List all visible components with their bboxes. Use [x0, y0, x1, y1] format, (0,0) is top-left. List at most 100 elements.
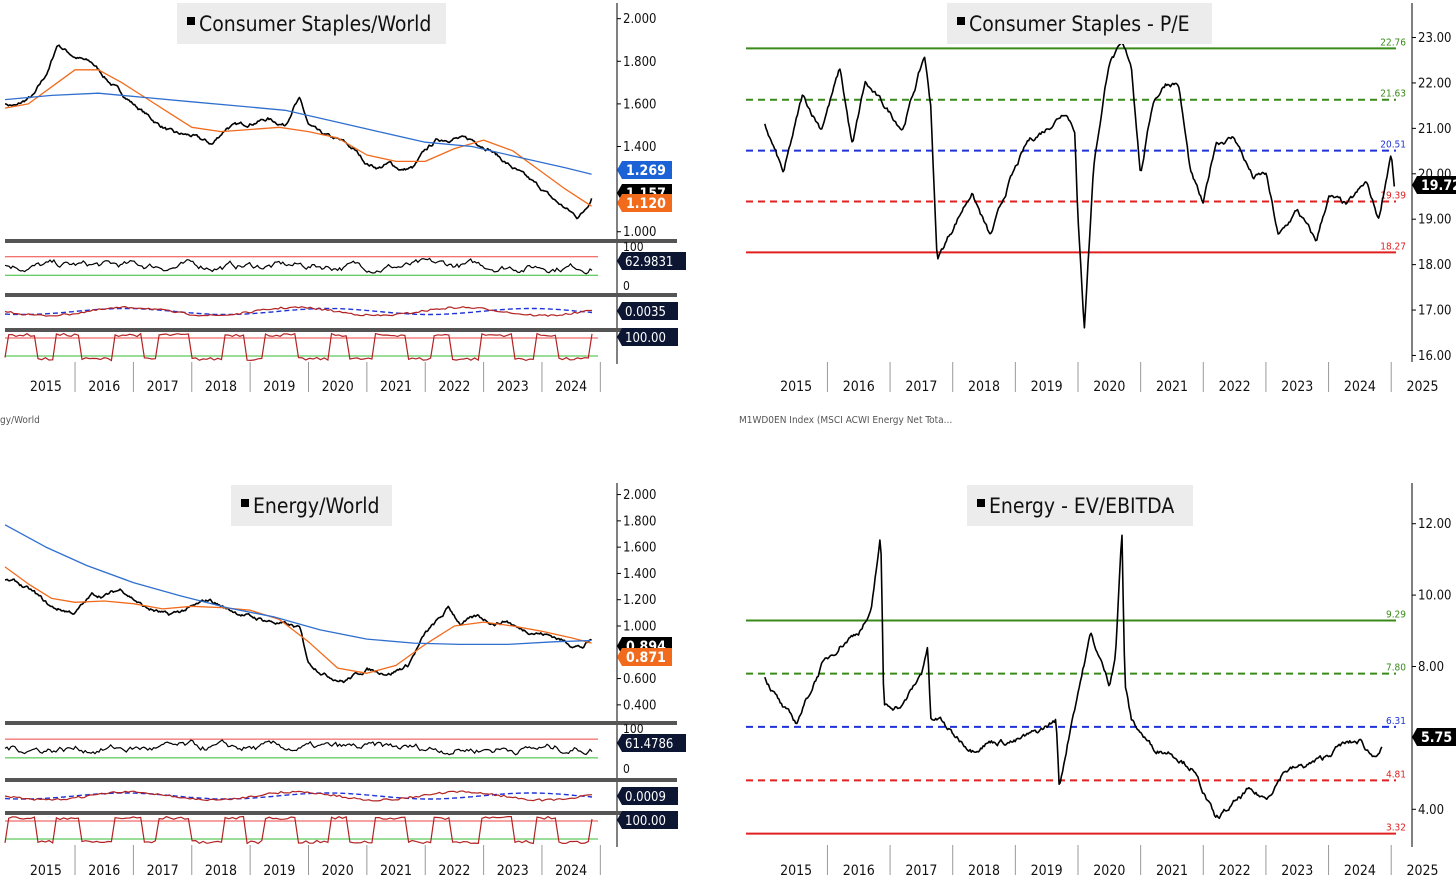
y-tick-label: 1.600 [623, 541, 656, 556]
sub-tick-label: 100 [623, 240, 644, 254]
y-tick-label: 21.00 [1418, 122, 1451, 137]
sub-divider [5, 811, 677, 815]
value-tag-bg [617, 161, 672, 179]
band-label: 4.81 [1386, 769, 1406, 780]
macd-line [4, 305, 592, 317]
sub-tick-label: 0 [623, 279, 630, 293]
x-tick-label: 2021 [1156, 863, 1188, 878]
title-square-icon [241, 499, 249, 507]
title-square-icon [977, 499, 985, 507]
chart-title-box: Energy/World [231, 485, 392, 526]
y-tick-label: 2.000 [623, 488, 656, 503]
band-label: 18.27 [1380, 241, 1406, 252]
x-tick-label: 2021 [380, 863, 412, 878]
x-tick-label: 2020 [322, 379, 354, 395]
series-ma_long [4, 524, 592, 646]
x-tick-label: 2016 [88, 863, 120, 878]
x-tick-label: 2018 [205, 863, 237, 878]
y-tick-label: 0.600 [623, 672, 656, 687]
y-tick-label: 1.600 [623, 97, 656, 112]
x-tick-label: 2021 [380, 379, 412, 395]
x-tick-label: 2017 [147, 863, 179, 878]
y-tick-label: 16.00 [1418, 349, 1451, 364]
x-tick-label: 2022 [1219, 863, 1251, 878]
sub-tag-bg [617, 811, 678, 829]
sub-value-tag: 100.00 [617, 811, 678, 829]
value-tag-text: 1.269 [626, 163, 666, 179]
x-tick-label: 2018 [968, 379, 1000, 395]
footer-label: M1WD0EN Index (MSCI ACWI Energy Net Tota… [739, 415, 952, 426]
x-tick-label: 2024 [1344, 379, 1376, 395]
series-ma_short [4, 566, 592, 674]
series-price [764, 534, 1383, 820]
sub-tag-bg [617, 787, 678, 805]
sub-value-tag: 0.0035 [617, 302, 678, 320]
x-tick-label: 2019 [1031, 379, 1063, 395]
x-tick-label: 2016 [843, 379, 875, 395]
y-tick-label: 18.00 [1418, 258, 1451, 273]
title-bg [231, 485, 392, 526]
x-tick-label: 2020 [322, 863, 354, 878]
sub-tag-text: 100.00 [625, 814, 666, 829]
value-tag-bg [1412, 176, 1456, 194]
x-tick-label: 2019 [1031, 863, 1063, 878]
x-tick-label: 2016 [843, 863, 875, 878]
sub-tag-text: 61.4786 [625, 737, 673, 752]
band-label: 7.80 [1386, 663, 1406, 674]
value-tag: 5.75 [1412, 728, 1456, 746]
title-square-icon [957, 17, 965, 25]
chart-title: Consumer Staples - P/E [969, 12, 1190, 36]
y-tick-label: 8.00 [1418, 660, 1444, 675]
y-tick-label: 1.800 [623, 55, 656, 70]
y-tick-label: 1.800 [623, 514, 656, 529]
x-tick-label: 2017 [905, 863, 937, 878]
x-tick-label: 2018 [968, 863, 1000, 878]
x-tick-label: 2023 [1281, 863, 1313, 878]
band-label: 22.76 [1380, 37, 1406, 48]
x-tick-label: 2022 [438, 863, 470, 878]
chart-panel-0: 2.0001.8001.6001.4001.0001.2691.1571.120… [4, 3, 686, 395]
sub-value-tag: 61.4786 [617, 734, 686, 752]
band-label: 6.31 [1386, 716, 1406, 727]
x-tick-label: 2015 [30, 379, 62, 395]
x-tick-label: 2019 [263, 863, 295, 878]
y-tick-label: 0.400 [623, 698, 656, 713]
sub-value-tag: 0.0009 [617, 787, 678, 805]
chart-title-box: Consumer Staples - P/E [947, 3, 1212, 44]
title-bg [177, 3, 446, 44]
value-tag: 1.269 [617, 161, 672, 179]
y-tick-label: 1.400 [623, 567, 656, 582]
y-tick-label: 10.00 [1418, 589, 1451, 604]
x-tick-label: 2020 [1093, 379, 1125, 395]
y-tick-label: 4.00 [1418, 803, 1444, 818]
x-tick-label: 2025 [1407, 863, 1439, 878]
sub-divider [5, 293, 677, 297]
chart-title-box: Consumer Staples/World [177, 3, 446, 44]
value-tag-bg [617, 194, 672, 212]
x-tick-label: 2024 [1344, 863, 1376, 878]
stochastic-line [4, 815, 593, 845]
x-tick-label: 2018 [205, 379, 237, 395]
band-label: 19.39 [1380, 190, 1406, 201]
value-tag-bg [1412, 728, 1456, 746]
y-tick-label: 1.000 [623, 620, 656, 635]
band-label: 21.63 [1380, 89, 1406, 100]
value-tag-text: 19.72 [1421, 178, 1456, 194]
sub-tick-label: 100 [623, 722, 644, 736]
x-tick-label: 2022 [1219, 379, 1251, 395]
sub-divider [5, 239, 677, 243]
value-tag: 1.120 [617, 194, 672, 212]
x-tick-label: 2020 [1093, 863, 1125, 878]
value-tag-text: 5.75 [1421, 730, 1452, 746]
x-tick-label: 2015 [780, 379, 812, 395]
x-tick-label: 2025 [1407, 379, 1439, 395]
sub-value-tag: 100.00 [617, 328, 678, 346]
series-price [4, 578, 592, 684]
chart-title: Consumer Staples/World [199, 12, 431, 36]
title-bg [967, 485, 1193, 526]
chart-panel-1: 23.0022.0021.0020.0019.0018.0017.0016.00… [739, 3, 1456, 426]
series-ma_short [4, 69, 592, 207]
chart-panel-3: 12.0010.008.006.004.009.297.806.314.813.… [746, 483, 1456, 878]
series-ma_long [4, 92, 592, 175]
